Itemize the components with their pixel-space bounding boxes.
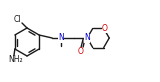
Text: Cl: Cl: [13, 15, 21, 24]
Text: O: O: [77, 47, 83, 56]
Text: N: N: [84, 34, 90, 42]
Text: O: O: [102, 24, 108, 33]
Text: NH₂: NH₂: [9, 56, 23, 65]
Text: N: N: [58, 34, 64, 42]
